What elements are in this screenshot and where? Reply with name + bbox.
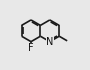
Text: N: N bbox=[46, 37, 53, 47]
Text: F: F bbox=[28, 43, 34, 53]
